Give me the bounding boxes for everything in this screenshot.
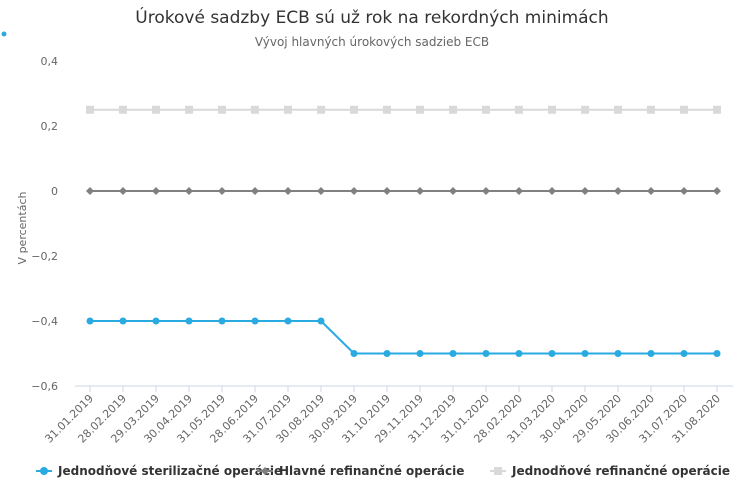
series-3 (86, 105, 721, 114)
series-2 (86, 187, 721, 195)
y-tick-label: 0 (51, 185, 58, 198)
y-tick-label: −0,6 (31, 380, 58, 393)
legend-item[interactable]: Jednodňové refinančné operácie (490, 464, 730, 478)
data-point[interactable] (218, 317, 226, 325)
data-point[interactable] (251, 187, 259, 195)
data-point[interactable] (680, 350, 688, 357)
data-point[interactable] (251, 317, 259, 325)
data-point[interactable] (449, 187, 457, 195)
data-point[interactable] (185, 105, 193, 114)
data-point[interactable] (614, 350, 622, 357)
data-point[interactable] (218, 105, 226, 114)
corner-dot (1, 31, 7, 37)
data-point[interactable] (86, 105, 94, 114)
data-point[interactable] (317, 105, 325, 114)
y-axis: 0,4 0,2 0 −0,2 −0,4 −0,6 (31, 55, 58, 393)
data-point[interactable] (152, 317, 160, 325)
data-point[interactable] (218, 187, 226, 195)
data-point[interactable] (416, 105, 424, 114)
legend-label: Jednodňové refinančné operácie (511, 464, 730, 478)
series-layer (86, 105, 721, 357)
data-point[interactable] (548, 187, 556, 195)
data-point[interactable] (680, 187, 688, 195)
data-point[interactable] (482, 187, 490, 195)
data-point[interactable] (86, 317, 94, 325)
data-point[interactable] (350, 105, 358, 114)
data-point[interactable] (515, 350, 523, 357)
data-point[interactable] (383, 105, 391, 114)
data-point[interactable] (317, 187, 325, 195)
y-tick-label: 0,4 (41, 55, 59, 68)
chart-subtitle: Vývoj hlavných úrokových sadzieb ECB (255, 35, 489, 49)
data-point[interactable] (383, 350, 391, 357)
data-point[interactable] (251, 105, 259, 114)
data-point[interactable] (86, 187, 94, 195)
data-point[interactable] (482, 350, 490, 357)
data-point[interactable] (119, 105, 127, 114)
data-point[interactable] (515, 187, 523, 195)
legend-circle-icon (40, 467, 48, 475)
data-point[interactable] (185, 317, 193, 325)
y-tick-label: −0,4 (31, 315, 58, 328)
data-point[interactable] (614, 105, 622, 114)
data-point[interactable] (284, 105, 292, 114)
y-axis-label: V percentách (16, 192, 29, 265)
data-point[interactable] (548, 105, 556, 114)
data-point[interactable] (581, 350, 589, 357)
data-point[interactable] (185, 187, 193, 195)
data-point[interactable] (416, 187, 424, 195)
data-point[interactable] (350, 187, 358, 195)
data-point[interactable] (581, 187, 589, 195)
legend-label: Jednodňové sterilizačné operácie (57, 464, 282, 478)
data-point[interactable] (680, 105, 688, 114)
data-point[interactable] (449, 350, 457, 357)
data-point[interactable] (581, 105, 589, 114)
data-point[interactable] (647, 187, 655, 195)
data-point[interactable] (416, 350, 424, 357)
data-point[interactable] (713, 187, 721, 195)
data-point[interactable] (515, 105, 523, 114)
y-tick-label: 0,2 (41, 120, 59, 133)
legend-item[interactable]: Jednodňové sterilizačné operácie (36, 464, 282, 478)
data-point[interactable] (152, 187, 160, 195)
data-point[interactable] (119, 317, 127, 325)
data-point[interactable] (317, 317, 325, 325)
y-tick-label: −0,2 (31, 250, 58, 263)
data-point[interactable] (284, 317, 292, 325)
data-point[interactable] (647, 105, 655, 114)
data-point[interactable] (350, 350, 358, 357)
x-axis: 31.01.201928.02.201929.03.201930.04.2019… (42, 386, 723, 446)
data-point[interactable] (713, 350, 721, 357)
legend-label: Hlavné refinančné operácie (279, 464, 464, 478)
data-point[interactable] (713, 105, 721, 114)
data-point[interactable] (284, 187, 292, 195)
legend-diamond-icon (261, 467, 269, 475)
legend-item[interactable]: Hlavné refinančné operácie (257, 464, 464, 478)
legend-square-icon (494, 467, 502, 475)
data-point[interactable] (614, 187, 622, 195)
data-point[interactable] (119, 187, 127, 195)
data-point[interactable] (383, 187, 391, 195)
data-point[interactable] (482, 105, 490, 114)
data-point[interactable] (449, 105, 457, 114)
data-point[interactable] (152, 105, 160, 114)
series-line (90, 320, 717, 355)
chart-title: Úrokové sadzby ECB sú už rok na rekordný… (135, 6, 608, 28)
series-1 (86, 317, 721, 357)
data-point[interactable] (548, 350, 556, 357)
data-point[interactable] (647, 350, 655, 357)
